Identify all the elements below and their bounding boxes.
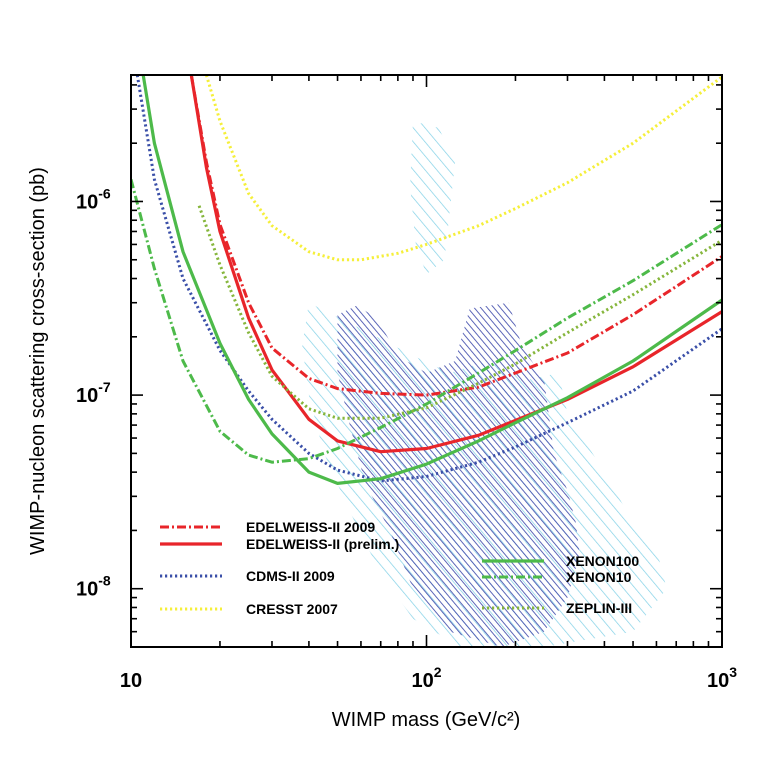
legend-left-0-label: EDELWEISS-II 2009 [246,519,375,535]
y-axis-title: WIMP-nucleon scattering cross-section (p… [27,167,49,555]
x-tick-label: 10 [120,670,142,692]
series-line-0 [189,75,722,397]
legend-left-2-label: CDMS-II 2009 [246,568,335,584]
region-light-hatched-upper [410,121,456,275]
series-line-5 [131,179,722,464]
series-line-6 [197,205,722,420]
tick-labels: 10 102 103 10-8 10-7 10-6 [76,185,737,692]
legend-right-2-label: ZEPLIN-III [566,600,632,616]
series-line-3 [204,75,722,262]
y-tick-label: 10-7 [76,379,111,407]
series-line-2 [135,75,722,483]
series-line-4 [141,75,722,485]
x-axis-title: WIMP mass (GeV/c²) [332,709,521,731]
legend-left-1-label: EDELWEISS-II (prelim.) [246,536,399,552]
x-tick-label: 102 [411,664,441,692]
y-tick-label: 10-6 [76,185,111,213]
legend-right-1-label: XENON10 [566,569,632,585]
legend-left-3-label: CRESST 2007 [246,601,338,617]
x-tick-label: 103 [707,664,737,692]
axis-ticks [131,75,722,648]
limit-curves [131,75,722,485]
legend-right-0-label: XENON100 [566,553,639,569]
y-tick-label: 10-8 [76,573,111,601]
region-dark-hatched [337,302,580,647]
